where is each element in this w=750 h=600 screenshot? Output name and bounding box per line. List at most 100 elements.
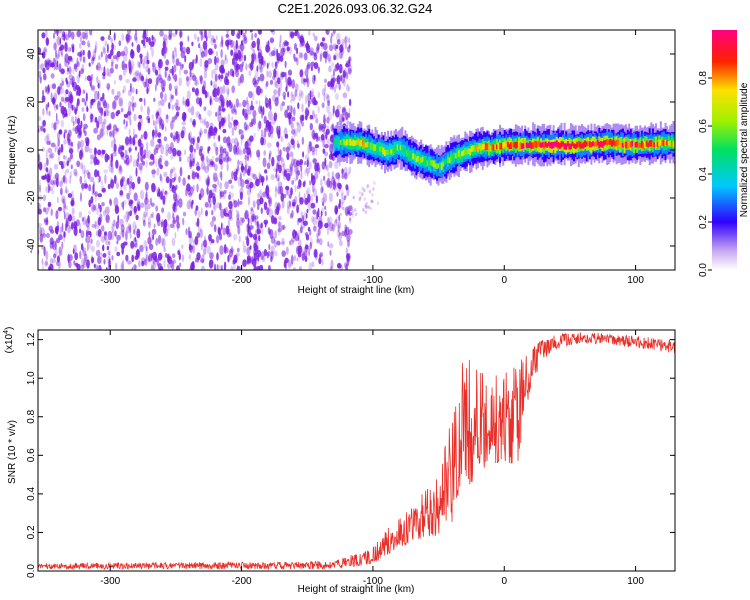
- colorbar-tick-label: 0.2: [698, 215, 709, 229]
- noise-speckle: [90, 98, 94, 106]
- ridge-cell: [450, 155, 453, 161]
- snr-xlabel: Height of straight line (km): [298, 584, 415, 595]
- noise-speckle: [81, 183, 84, 192]
- noise-speckle: [97, 98, 102, 106]
- noise-speckle: [138, 114, 143, 119]
- noise-speckle: [65, 177, 68, 184]
- noise-speckle: [206, 245, 211, 255]
- noise-speckle: [140, 165, 143, 175]
- ridge-cell: [413, 153, 416, 161]
- noise-speckle: [207, 109, 212, 117]
- noise-speckle: [155, 158, 158, 168]
- noise-speckle: [309, 47, 315, 56]
- noise-speckle: [91, 223, 96, 228]
- ridge-cell: [448, 157, 451, 164]
- noise-speckle: [150, 44, 152, 51]
- noise-speckle: [220, 74, 224, 79]
- noise-speckle: [297, 217, 303, 223]
- noise-speckle: [337, 221, 342, 230]
- noise-speckle: [196, 252, 201, 261]
- noise-speckle: [139, 53, 143, 59]
- noise-speckle: [332, 123, 334, 131]
- ridge-cell: [417, 155, 419, 162]
- noise-speckle: [206, 158, 211, 167]
- noise-speckle: [212, 171, 216, 182]
- noise-speckle: [63, 32, 66, 42]
- noise-speckle: [100, 180, 104, 186]
- noise-speckle: [52, 183, 55, 188]
- noise-speckle: [203, 239, 208, 248]
- noise-speckle: [319, 41, 324, 47]
- noise-speckle: [103, 111, 107, 117]
- noise-speckle: [91, 245, 95, 252]
- ridge-cell: [640, 140, 643, 148]
- noise-speckle: [107, 34, 111, 41]
- noise-speckle: [325, 128, 330, 135]
- noise-speckle: [284, 257, 289, 264]
- ridge-cell: [421, 156, 424, 162]
- noise-speckle: [312, 74, 316, 85]
- noise-speckle: [317, 66, 320, 74]
- noise-speckle: [139, 73, 144, 82]
- noise-speckle: [252, 54, 257, 60]
- noise-speckle: [168, 102, 171, 110]
- noise-speckle: [253, 182, 256, 189]
- noise-speckle: [182, 114, 186, 122]
- ridge-cell: [503, 141, 506, 147]
- noise-speckle: [124, 149, 128, 157]
- noise-speckle: [175, 50, 177, 59]
- noise-speckle: [347, 112, 351, 119]
- noise-speckle: [175, 106, 181, 111]
- noise-speckle: [267, 70, 272, 78]
- noise-speckle: [216, 86, 220, 96]
- noise-speckle: [258, 174, 263, 184]
- noise-speckle: [188, 235, 194, 245]
- noise-speckle: [289, 151, 294, 158]
- noise-speckle: [231, 192, 234, 199]
- noise-speckle: [275, 70, 279, 80]
- ridge-cell: [436, 163, 438, 169]
- noise-speckle: [94, 116, 98, 123]
- noise-speckle: [97, 149, 102, 156]
- noise-speckle: [352, 195, 355, 200]
- noise-speckle: [83, 169, 86, 180]
- noise-speckle: [172, 203, 176, 212]
- noise-speckle: [81, 107, 85, 112]
- ridge-cell: [335, 138, 338, 145]
- noise-speckle: [136, 248, 140, 259]
- noise-speckle: [206, 186, 209, 196]
- ridge-cell: [592, 141, 594, 147]
- noise-speckle: [338, 83, 341, 91]
- noise-speckle: [147, 236, 152, 245]
- noise-speckle: [161, 49, 165, 56]
- noise-speckle: [38, 70, 42, 78]
- noise-speckle: [326, 138, 331, 149]
- ridge-cell: [349, 138, 352, 146]
- ridge-cell: [371, 143, 374, 150]
- noise-speckle: [260, 251, 265, 260]
- ridge-cell: [628, 140, 631, 148]
- noise-speckle: [127, 211, 130, 220]
- noise-speckle: [113, 99, 117, 109]
- noise-speckle: [306, 64, 311, 70]
- noise-speckle: [137, 176, 141, 185]
- noise-speckle: [301, 114, 305, 122]
- noise-speckle: [213, 186, 217, 192]
- noise-speckle: [324, 210, 327, 217]
- noise-speckle: [126, 120, 128, 128]
- noise-speckle: [45, 103, 48, 111]
- noise-speckle: [286, 172, 291, 182]
- noise-speckle: [256, 265, 261, 270]
- noise-speckle: [373, 181, 376, 185]
- noise-speckle: [220, 170, 223, 181]
- noise-speckle: [82, 89, 86, 94]
- noise-speckle: [328, 44, 334, 52]
- noise-speckle: [162, 79, 167, 87]
- noise-speckle: [218, 120, 222, 130]
- noise-speckle: [42, 119, 46, 127]
- ridge-cell: [667, 141, 670, 146]
- noise-speckle: [122, 200, 125, 211]
- noise-speckle: [330, 139, 335, 149]
- noise-speckle: [207, 203, 212, 209]
- noise-speckle: [258, 235, 261, 242]
